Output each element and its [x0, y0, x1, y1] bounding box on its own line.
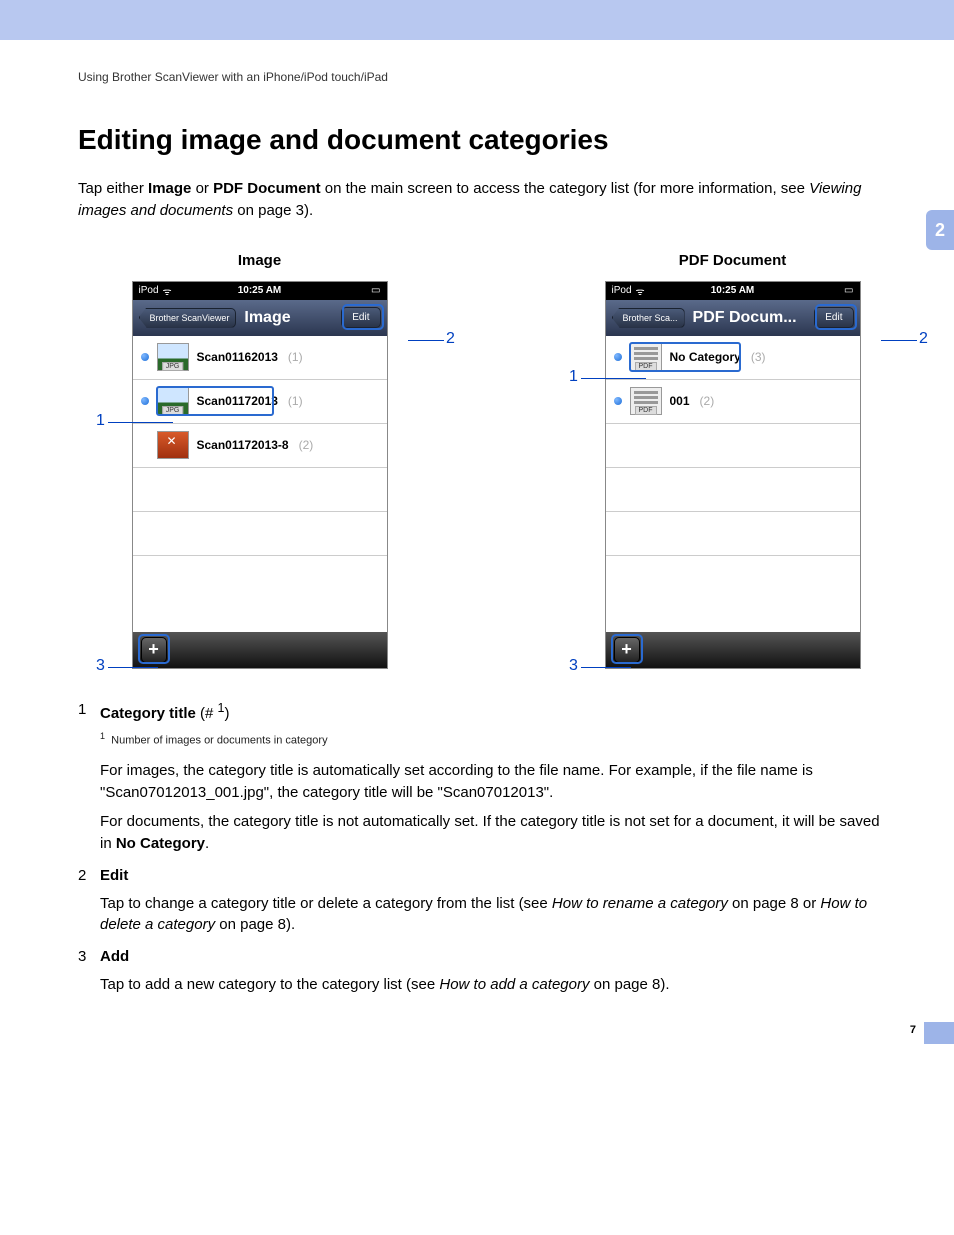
unread-dot-icon: [141, 397, 149, 405]
back-button[interactable]: Brother ScanViewer: [139, 308, 237, 328]
list-item: [133, 556, 387, 600]
legend-item-1: 1 Category title (# 1): [78, 699, 894, 725]
legend-1-para-2: For documents, the category title is not…: [100, 811, 894, 855]
nav-bar-pdf: Brother Sca... PDF Docum... Edit: [606, 300, 860, 336]
toolbar: +: [606, 632, 860, 668]
nav-title: Image: [244, 309, 290, 327]
list-item: [606, 424, 860, 468]
legend-item-3: 3 Add: [78, 946, 894, 968]
add-button[interactable]: +: [141, 637, 167, 663]
callout-number-1: 1: [96, 412, 105, 430]
row-label: Scan01172013: [197, 394, 278, 408]
edit-button[interactable]: Edit: [814, 307, 853, 328]
image-screenshot-column: Image iPodᯤ 10:25 AM ▭ Brother ScanViewe…: [98, 252, 421, 669]
legend-item-2: 2 Edit: [78, 865, 894, 887]
page-corner-marker: [924, 1022, 954, 1044]
edit-button[interactable]: Edit: [341, 307, 380, 328]
header-band: [0, 0, 954, 40]
thumbnail-pdf: PDF: [630, 387, 662, 415]
nav-title: PDF Docum...: [693, 309, 797, 327]
page-number: 7: [910, 1024, 916, 1036]
list-item: [606, 556, 860, 600]
unread-dot-icon: [614, 397, 622, 405]
callout-line: [408, 340, 444, 341]
row-label: Scan01172013-8: [197, 438, 289, 452]
list-item: [133, 512, 387, 556]
status-bar: iPodᯤ 10:25 AM ▭: [606, 282, 860, 300]
legend-2-para: Tap to change a category title or delete…: [100, 893, 894, 937]
row-label: 001: [670, 394, 690, 408]
callout-number-3: 3: [96, 657, 105, 675]
list-item: [606, 468, 860, 512]
nav-bar-image: Brother ScanViewer Image Edit: [133, 300, 387, 336]
row-label: Scan01162013: [197, 350, 278, 364]
thumbnail-jpg: JPG: [157, 343, 189, 371]
list-item: [606, 512, 860, 556]
thumbnail-pdf: PDF: [630, 343, 662, 371]
footnote: 1 Number of images or documents in categ…: [100, 730, 894, 750]
add-button[interactable]: +: [614, 637, 640, 663]
list-item[interactable]: Scan01172013-8(2): [133, 424, 387, 468]
pdf-category-list: PDF No Category(3) PDF 001(2): [606, 336, 860, 632]
callout-number-2: 2: [919, 330, 928, 348]
status-bar: iPodᯤ 10:25 AM ▭: [133, 282, 387, 300]
callout-number-1: 1: [569, 368, 578, 386]
intro-paragraph: Tap either Image or PDF Document on the …: [78, 178, 894, 222]
callout-number-2: 2: [446, 330, 455, 348]
unread-dot-icon: [141, 353, 149, 361]
list-item: [133, 468, 387, 512]
unread-dot-icon: [614, 353, 622, 361]
chapter-tab: 2: [926, 210, 954, 250]
callout-line: [881, 340, 917, 341]
callout-line: [581, 378, 646, 379]
image-category-list: JPG Scan01162013(1) JPG Scan01172013(1) …: [133, 336, 387, 632]
pdf-screenshot-title: PDF Document: [571, 252, 894, 269]
breadcrumb: Using Brother ScanViewer with an iPhone/…: [78, 70, 894, 84]
toolbar: +: [133, 632, 387, 668]
list-item[interactable]: JPG Scan01172013(1): [133, 380, 387, 424]
callout-line: [108, 422, 173, 423]
image-screenshot-title: Image: [98, 252, 421, 269]
callout-number-3: 3: [569, 657, 578, 675]
image-phone: iPodᯤ 10:25 AM ▭ Brother ScanViewer Imag…: [132, 281, 388, 669]
thumbnail-image: [157, 431, 189, 459]
list-item[interactable]: PDF No Category(3): [606, 336, 860, 380]
list-item[interactable]: JPG Scan01162013(1): [133, 336, 387, 380]
screenshots-row: Image iPodᯤ 10:25 AM ▭ Brother ScanViewe…: [78, 252, 894, 669]
legend-1-para-1: For images, the category title is automa…: [100, 760, 894, 804]
callout-line: [108, 667, 158, 668]
list-item[interactable]: PDF 001(2): [606, 380, 860, 424]
legend-3-para: Tap to add a new category to the categor…: [100, 974, 894, 996]
row-label: No Category: [670, 350, 741, 364]
back-button[interactable]: Brother Sca...: [612, 308, 685, 328]
thumbnail-jpg: JPG: [157, 387, 189, 415]
callout-line: [581, 667, 631, 668]
pdf-screenshot-column: PDF Document iPodᯤ 10:25 AM ▭ Brother Sc…: [571, 252, 894, 669]
page-title: Editing image and document categories: [78, 124, 894, 156]
pdf-phone: iPodᯤ 10:25 AM ▭ Brother Sca... PDF Docu…: [605, 281, 861, 669]
legend: 1 Category title (# 1) 1 Number of image…: [78, 699, 894, 996]
